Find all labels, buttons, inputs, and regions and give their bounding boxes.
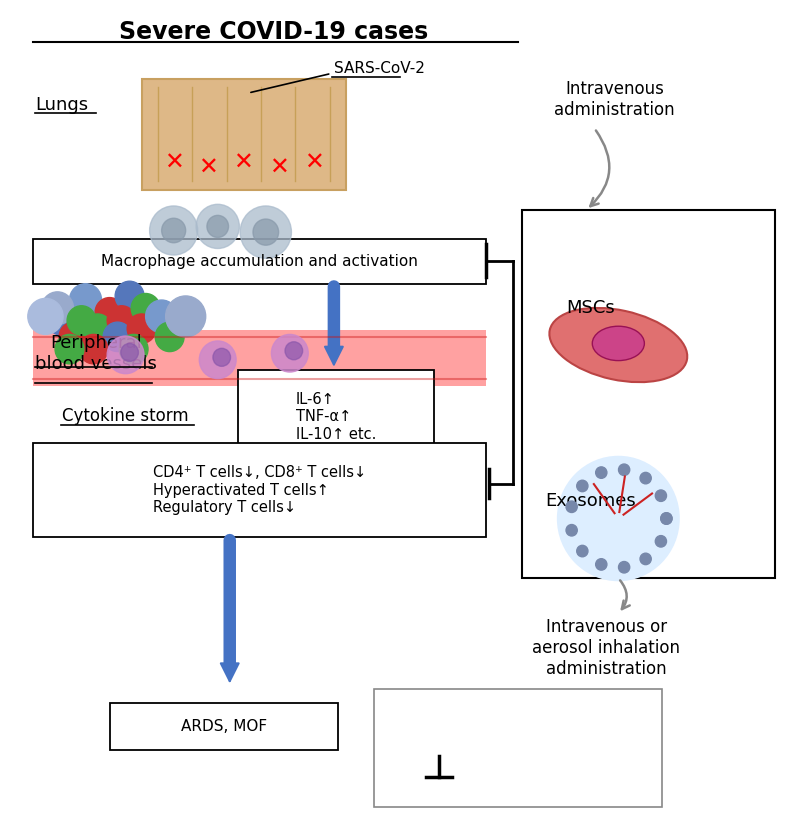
Circle shape: [271, 334, 308, 372]
Text: SARS-CoV-2: SARS-CoV-2: [333, 61, 424, 76]
Circle shape: [595, 558, 606, 570]
Circle shape: [595, 467, 606, 479]
Text: ✕: ✕: [198, 155, 218, 180]
Ellipse shape: [592, 326, 643, 360]
Text: ✕: ✕: [164, 150, 183, 175]
Text: ✕: ✕: [268, 155, 288, 180]
Text: ARDS, MOF: ARDS, MOF: [181, 719, 267, 734]
FancyBboxPatch shape: [109, 703, 337, 750]
Circle shape: [107, 305, 136, 335]
Circle shape: [145, 300, 177, 333]
Circle shape: [660, 513, 671, 525]
Text: ✕: ✕: [233, 150, 253, 175]
Circle shape: [654, 490, 666, 502]
Circle shape: [206, 215, 228, 237]
Circle shape: [557, 457, 678, 580]
Circle shape: [107, 336, 144, 374]
Circle shape: [59, 322, 88, 351]
Circle shape: [28, 298, 63, 334]
Text: Intravenous or
aerosol inhalation
administration: Intravenous or aerosol inhalation admini…: [532, 618, 679, 677]
Text: Severe COVID-19 cases: Severe COVID-19 cases: [119, 20, 428, 44]
FancyBboxPatch shape: [141, 79, 345, 190]
Circle shape: [131, 293, 160, 323]
Text: Macrophage accumulation and activation: Macrophage accumulation and activation: [101, 254, 418, 268]
FancyBboxPatch shape: [34, 443, 486, 537]
Circle shape: [95, 297, 124, 327]
Text: IL-6↑
TNF-α↑
IL-10↑ etc.: IL-6↑ TNF-α↑ IL-10↑ etc.: [296, 392, 376, 442]
FancyBboxPatch shape: [238, 369, 434, 464]
Circle shape: [565, 525, 577, 536]
Circle shape: [155, 322, 184, 351]
Circle shape: [199, 341, 236, 378]
Circle shape: [42, 291, 73, 324]
FancyBboxPatch shape: [34, 330, 486, 386]
FancyBboxPatch shape: [373, 689, 662, 807]
Circle shape: [285, 342, 302, 360]
Circle shape: [115, 282, 144, 310]
Text: MSCs: MSCs: [565, 299, 614, 317]
FancyBboxPatch shape: [34, 239, 486, 284]
Text: CD4⁺ T cells↓, CD8⁺ T cells↓
Hyperactivated T cells↑
Regulatory T cells↓: CD4⁺ T cells↓, CD8⁺ T cells↓ Hyperactiva…: [153, 466, 366, 515]
Circle shape: [565, 501, 577, 512]
Circle shape: [119, 334, 148, 364]
Text: Intravenous
administration: Intravenous administration: [553, 80, 674, 119]
Text: Cytokine storm: Cytokine storm: [62, 407, 189, 425]
Circle shape: [253, 219, 279, 245]
Circle shape: [83, 314, 112, 343]
Circle shape: [69, 284, 101, 316]
Circle shape: [654, 535, 666, 547]
Circle shape: [660, 513, 671, 525]
Text: Lungs: Lungs: [35, 96, 88, 114]
Circle shape: [67, 305, 96, 335]
Text: Inhibition: Inhibition: [577, 770, 654, 787]
Circle shape: [161, 218, 185, 243]
Ellipse shape: [548, 308, 687, 382]
Text: Peripheral
blood vessels: Peripheral blood vessels: [35, 334, 157, 373]
Circle shape: [47, 305, 75, 335]
Circle shape: [576, 480, 587, 492]
Circle shape: [639, 472, 650, 484]
Circle shape: [240, 206, 291, 259]
Circle shape: [55, 334, 84, 364]
Circle shape: [196, 204, 239, 249]
Circle shape: [103, 322, 132, 351]
Circle shape: [165, 296, 206, 337]
Circle shape: [79, 334, 108, 364]
FancyBboxPatch shape: [521, 210, 773, 578]
Circle shape: [213, 348, 230, 366]
Circle shape: [639, 553, 650, 565]
Circle shape: [127, 314, 156, 343]
Circle shape: [120, 343, 138, 361]
Circle shape: [149, 206, 198, 255]
Circle shape: [618, 464, 629, 475]
Text: ✕: ✕: [304, 150, 324, 175]
Circle shape: [576, 545, 587, 557]
Circle shape: [618, 562, 629, 573]
Text: Promotion: Promotion: [577, 719, 662, 737]
Text: Exosomes: Exosomes: [544, 492, 635, 510]
